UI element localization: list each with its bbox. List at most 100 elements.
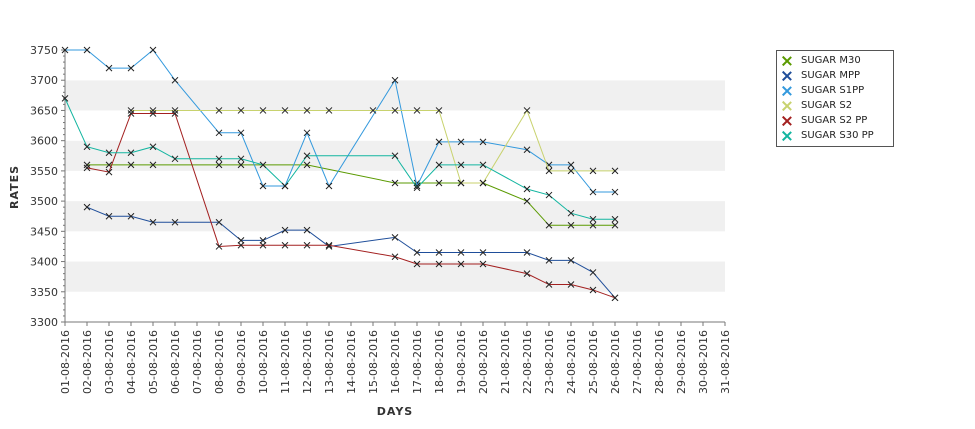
data-point [479,138,487,146]
data-point [105,212,113,220]
y-tick-label: 3550 [30,165,58,178]
data-point [303,107,311,114]
data-point [303,129,311,137]
legend-marker-icon [781,55,793,67]
y-tick-label: 3650 [30,104,58,117]
data-point [391,107,399,114]
x-tick-label: 09-08-2016 [235,330,248,394]
x-tick-label: 17-08-2016 [411,330,424,394]
data-point [259,161,267,169]
plot-band [65,261,725,292]
data-point [127,110,135,117]
data-point [127,212,135,220]
x-tick-label: 02-08-2016 [81,330,94,394]
x-axis-label: DAYS [377,405,413,418]
data-point [391,76,399,84]
data-point [611,294,619,302]
x-tick-label: 12-08-2016 [301,330,314,394]
data-point [589,269,597,276]
data-point [325,182,333,190]
data-point [413,107,421,114]
x-tick-label: 31-08-2016 [719,330,732,394]
x-tick-label: 08-08-2016 [213,330,226,394]
x-tick-label: 29-08-2016 [675,330,688,394]
data-point [215,161,223,169]
legend-label: SUGAR M30 [801,55,861,66]
data-point [589,167,597,175]
x-tick-label: 15-08-2016 [367,330,380,394]
x-tick-label: 22-08-2016 [521,330,534,394]
data-point [567,161,575,169]
x-tick-label: 18-08-2016 [433,330,446,394]
data-point [479,179,487,187]
x-tick-label: 05-08-2016 [147,330,160,394]
data-point [545,191,553,199]
plot-band [65,291,725,322]
legend-marker-icon [781,100,793,112]
data-point [105,168,113,176]
legend-label: SUGAR MPP [801,70,861,81]
data-point [369,107,377,114]
data-point [303,152,311,160]
data-point [105,149,113,157]
data-point [413,249,421,256]
data-point [567,167,575,175]
data-point [149,107,157,114]
legend-item: SUGAR S30 PP [777,128,893,143]
data-point [281,182,289,190]
x-tick-label: 04-08-2016 [125,330,138,394]
legend-label: SUGAR S30 PP [801,130,874,141]
data-point [545,256,553,264]
data-point [127,64,135,72]
x-tick-label: 28-08-2016 [653,330,666,394]
x-tick-label: 16-08-2016 [389,330,402,394]
data-point [127,161,135,169]
data-point [457,260,465,268]
data-point [83,143,91,151]
data-point [127,149,135,157]
data-point [83,161,91,169]
legend-marker-icon [781,85,793,97]
data-point [457,179,465,187]
data-point [325,107,333,114]
x-tick-label: 03-08-2016 [103,330,116,394]
data-point [523,107,531,114]
data-point [567,221,575,229]
data-point [435,107,443,114]
data-point [237,241,245,249]
data-point [391,152,399,160]
data-point [149,218,157,226]
data-point [611,221,619,229]
legend-item: SUGAR M30 [777,53,893,68]
data-point [215,243,223,250]
data-point [215,218,223,226]
data-point [281,241,289,249]
x-tick-label: 25-08-2016 [587,330,600,394]
data-point [545,281,553,288]
x-tick-label: 06-08-2016 [169,330,182,394]
x-tick-label: 30-08-2016 [697,330,710,394]
data-point [545,221,553,229]
data-point [83,164,91,172]
legend-marker-icon [781,130,793,142]
data-point [325,243,333,250]
x-tick-label: 23-08-2016 [543,330,556,394]
data-point [149,46,157,54]
legend-item: SUGAR S1PP [777,83,893,98]
x-tick-label: 07-08-2016 [191,330,204,394]
data-point [523,249,531,256]
data-point [303,226,311,234]
legend-label: SUGAR S2 [801,100,853,111]
data-point [567,209,575,217]
data-point [237,107,245,114]
y-tick-label: 3400 [30,256,58,269]
data-point [435,138,443,146]
x-tick-label: 19-08-2016 [455,330,468,394]
data-point [215,155,223,163]
x-tick-label: 10-08-2016 [257,330,270,394]
x-tick-label: 24-08-2016 [565,330,578,394]
legend-item: SUGAR S2 PP [777,113,893,128]
data-point [523,185,531,193]
data-point [171,110,179,117]
